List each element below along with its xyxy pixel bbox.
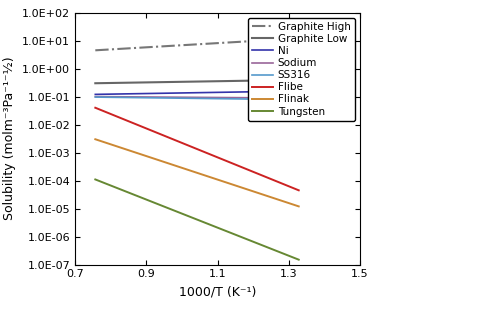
- SS316: [304, 98, 310, 102]
- Line: Flibe: Flibe: [96, 108, 298, 190]
- Flibe: [296, 188, 302, 192]
- Line: SS316: SS316: [96, 97, 306, 100]
- Ni: [92, 93, 98, 96]
- Line: Graphite Low: Graphite Low: [96, 80, 306, 83]
- Y-axis label: Solubility (molm⁻³Pa⁻¹⁻½): Solubility (molm⁻³Pa⁻¹⁻½): [4, 57, 16, 220]
- Line: Flinak: Flinak: [96, 139, 298, 206]
- Line: Ni: Ni: [96, 91, 306, 94]
- Graphite Low: [304, 78, 310, 82]
- Flibe: [92, 106, 98, 110]
- Line: Graphite High: Graphite High: [96, 38, 306, 50]
- Sodium: [304, 96, 310, 100]
- Ni: [304, 89, 310, 93]
- Line: Tungsten: Tungsten: [96, 180, 298, 260]
- Tungsten: [296, 258, 302, 261]
- Legend: Graphite High, Graphite Low, Ni, Sodium, SS316, Flibe, Flinak, Tungsten: Graphite High, Graphite Low, Ni, Sodium,…: [248, 18, 355, 121]
- Tungsten: [92, 178, 98, 181]
- Graphite High: [304, 36, 310, 40]
- Graphite Low: [92, 81, 98, 85]
- Graphite High: [92, 49, 98, 52]
- SS316: [92, 95, 98, 99]
- X-axis label: 1000/T (K⁻¹): 1000/T (K⁻¹): [179, 285, 256, 298]
- Line: Sodium: Sodium: [96, 97, 306, 98]
- Flinak: [296, 204, 302, 208]
- Sodium: [92, 95, 98, 99]
- Flinak: [92, 137, 98, 141]
